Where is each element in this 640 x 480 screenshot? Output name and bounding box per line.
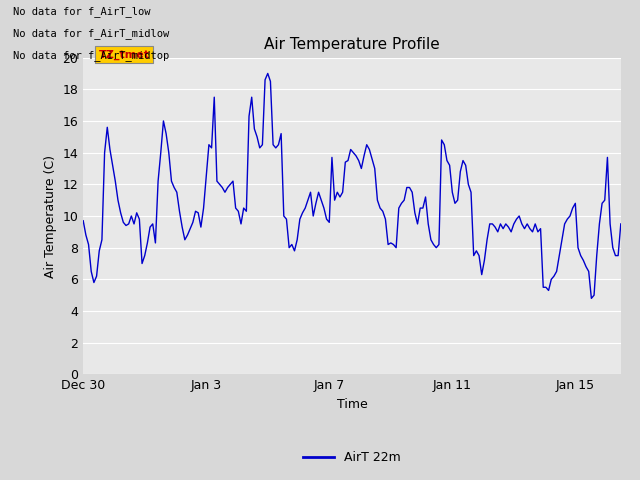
Text: TZ_tmet: TZ_tmet	[99, 49, 150, 60]
Legend: AirT 22m: AirT 22m	[298, 446, 406, 469]
X-axis label: Time: Time	[337, 398, 367, 411]
Title: Air Temperature Profile: Air Temperature Profile	[264, 37, 440, 52]
Y-axis label: Air Temperature (C): Air Temperature (C)	[44, 155, 57, 277]
Text: No data for f_AirT_low: No data for f_AirT_low	[13, 6, 150, 17]
Text: No data for f_AirT_midtop: No data for f_AirT_midtop	[13, 49, 169, 60]
Text: No data for f_AirT_midlow: No data for f_AirT_midlow	[13, 28, 169, 39]
